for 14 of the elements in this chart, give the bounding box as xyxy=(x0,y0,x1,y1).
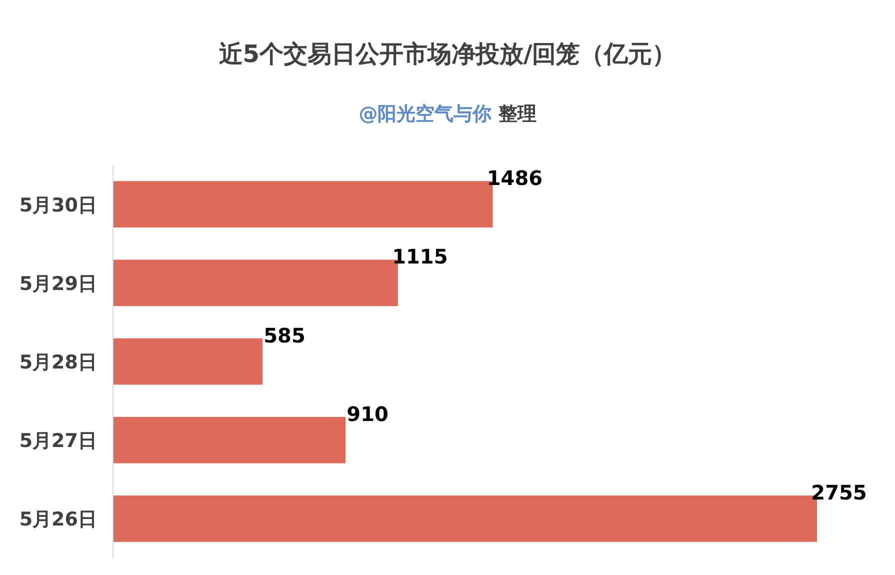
y-tick-label: 5月30日 xyxy=(19,194,97,216)
chart-title: 近5个交易日公开市场净投放/回笼（亿元） xyxy=(218,40,676,68)
data-label: 910 xyxy=(346,402,388,426)
y-tick-label: 5月27日 xyxy=(19,430,97,452)
bar xyxy=(113,338,262,385)
bar xyxy=(113,416,346,464)
y-tick-label: 5月26日 xyxy=(19,508,97,531)
data-label: 1486 xyxy=(486,166,543,190)
data-label: 585 xyxy=(264,323,306,348)
data-label: 2755 xyxy=(811,480,867,505)
y-tick-label: 5月29日 xyxy=(19,272,97,295)
data-label: 1115 xyxy=(392,244,448,269)
y-tick-label: 5月28日 xyxy=(19,352,97,374)
chart-subtitle: @阳光空气与你 整理 xyxy=(358,103,536,125)
